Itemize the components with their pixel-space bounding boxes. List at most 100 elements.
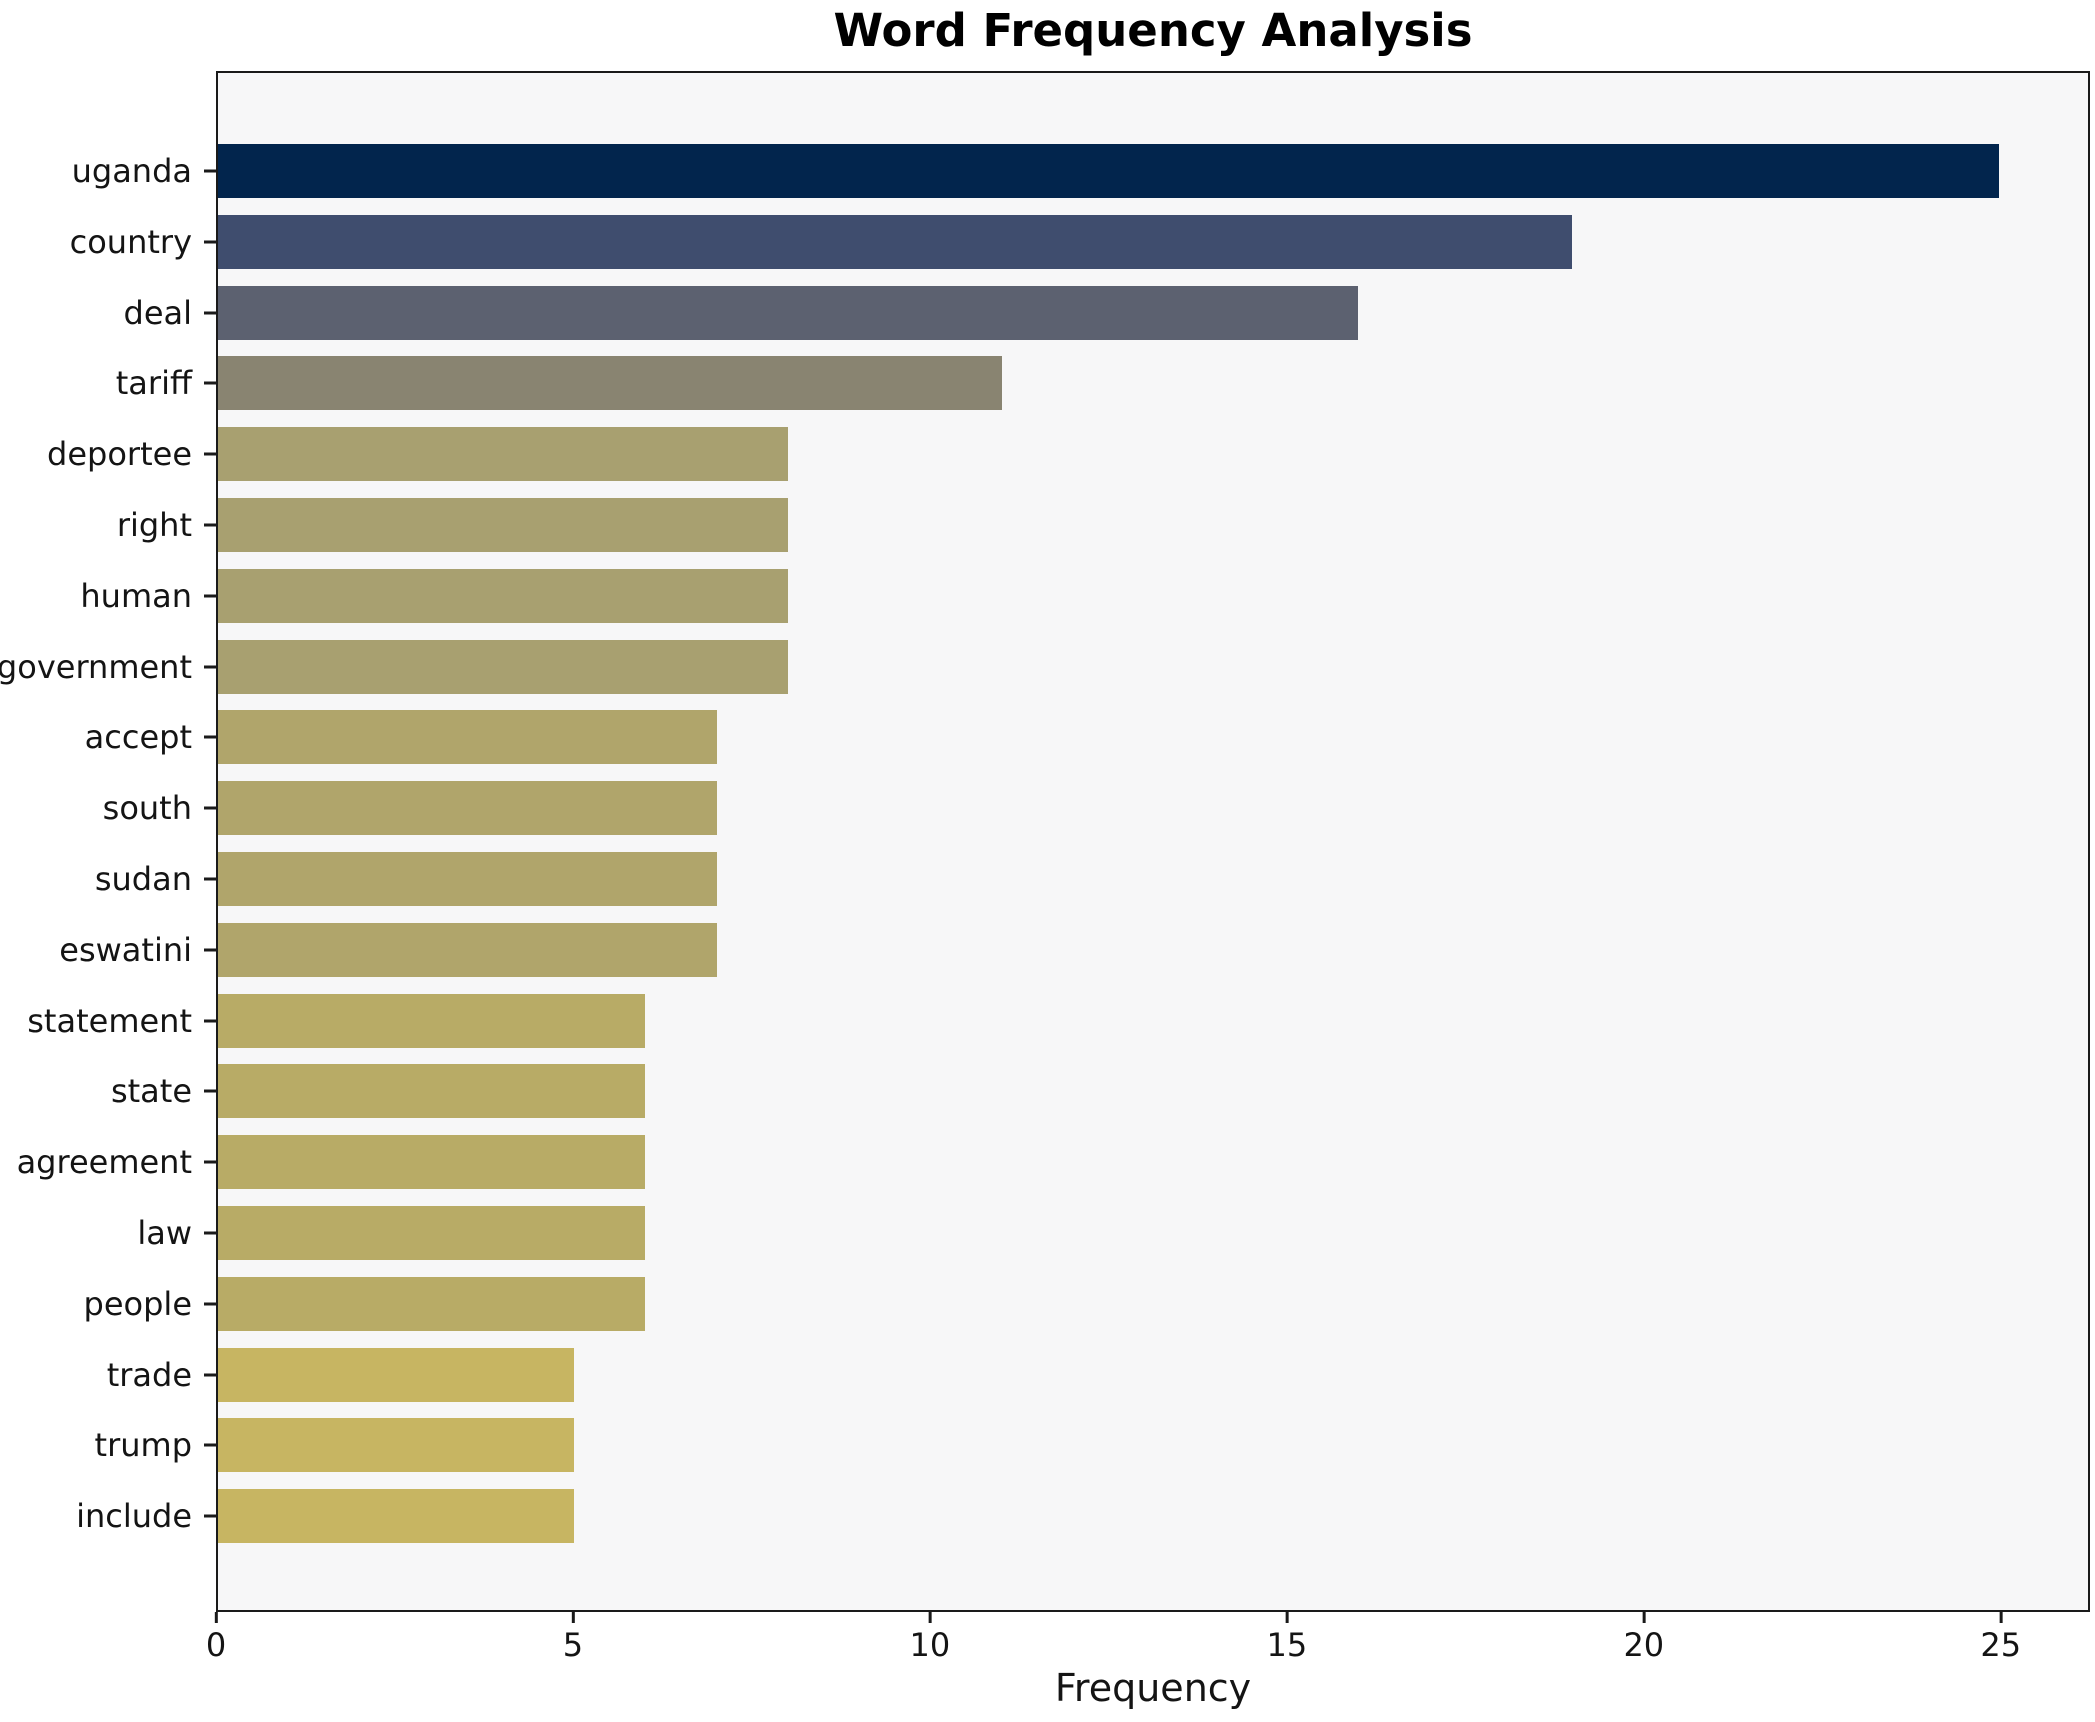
y-tick-label: deportee: [47, 435, 192, 474]
bar-eswatini: [218, 922, 717, 977]
y-tick-mark: [204, 1514, 216, 1518]
bar-include: [218, 1489, 575, 1544]
x-tick-label: 20: [1623, 1626, 1665, 1664]
y-tick-label: uganda: [71, 151, 192, 190]
bar-row: human: [80, 560, 2088, 631]
bar-accept: [218, 710, 717, 765]
x-tick: 25: [1980, 1612, 2021, 1661]
x-tick-label: 5: [562, 1626, 584, 1664]
x-tick-label: 10: [909, 1626, 951, 1664]
bar-row: accept: [85, 702, 2088, 773]
y-tick-mark: [204, 1231, 216, 1235]
bar-right: [218, 497, 788, 552]
x-tick-mark: [928, 1612, 932, 1623]
x-tick: 20: [1623, 1612, 1664, 1661]
y-tick-label: south: [102, 789, 192, 828]
chart-title: Word Frequency Analysis: [833, 4, 1473, 57]
x-tick-mark: [571, 1612, 575, 1623]
y-tick-mark: [204, 1443, 216, 1447]
bar-row: trump: [95, 1410, 2088, 1481]
x-tick-mark: [214, 1612, 218, 1623]
x-tick-label: 25: [1980, 1626, 2022, 1664]
x-tick: 10: [909, 1612, 951, 1664]
y-tick-mark: [204, 523, 216, 527]
y-tick-mark: [204, 1302, 216, 1306]
y-tick-mark: [204, 877, 216, 881]
bar-government: [218, 639, 788, 694]
bars: uganda country deal tariff deportee right huma…: [0, 73, 2088, 1610]
bar-agreement: [218, 1135, 646, 1190]
bar-row: people: [84, 1268, 2088, 1339]
bar-sudan: [218, 851, 717, 906]
y-tick-label: right: [116, 505, 192, 544]
y-tick-label: people: [83, 1284, 192, 1323]
y-tick-mark: [204, 240, 216, 244]
bar-human: [218, 568, 788, 623]
bar-row: agreement: [17, 1127, 2088, 1198]
y-tick-label: country: [69, 222, 192, 261]
y-tick-label: government: [0, 647, 192, 686]
bar-statement: [218, 993, 646, 1048]
bar-law: [218, 1205, 646, 1260]
bar-row: statement: [27, 985, 2088, 1056]
bar-row: deal: [124, 277, 2088, 348]
y-tick-mark: [204, 1019, 216, 1023]
x-axis-title: Frequency: [1054, 1666, 1252, 1710]
bar-state: [218, 1064, 646, 1119]
bar-trump: [218, 1418, 575, 1473]
x-tick-mark: [1999, 1612, 2003, 1623]
bar-row: trade: [107, 1339, 2088, 1410]
y-tick-label: trump: [94, 1426, 192, 1465]
bar-row: include: [76, 1481, 2088, 1552]
y-tick-label: include: [76, 1497, 192, 1536]
bar-row: uganda: [72, 136, 2088, 207]
y-tick-label: statement: [27, 1001, 192, 1040]
bar-row: tariff: [116, 348, 2088, 419]
x-tick-mark: [1642, 1612, 1646, 1623]
y-tick-mark: [204, 311, 216, 315]
bar-row: government: [0, 631, 2088, 702]
y-tick-label: accept: [84, 718, 192, 757]
x-tick: 0: [206, 1612, 226, 1661]
bar-uganda: [218, 143, 1999, 198]
bar-row: south: [103, 773, 2088, 844]
y-tick-mark: [204, 735, 216, 739]
x-tick-label: 15: [1266, 1626, 1308, 1664]
bar-row: state: [111, 1056, 2088, 1127]
bar-trade: [218, 1347, 575, 1402]
y-tick-mark: [204, 1160, 216, 1164]
bar-deal: [218, 285, 1358, 340]
y-tick-mark: [204, 1373, 216, 1377]
y-tick-label: tariff: [115, 364, 192, 403]
bar-country: [218, 214, 1572, 269]
y-tick-label: state: [110, 1072, 192, 1111]
bar-row: deportee: [47, 419, 2088, 490]
bar-row: law: [137, 1198, 2088, 1269]
x-tick: 5: [563, 1612, 583, 1661]
bar-tariff: [218, 356, 1002, 411]
bar-row: sudan: [95, 844, 2088, 915]
bar-deportee: [218, 427, 788, 482]
y-tick-label: deal: [123, 293, 193, 332]
y-tick-mark: [204, 665, 216, 669]
x-tick-label: 0: [205, 1626, 227, 1664]
y-tick-label: agreement: [16, 1143, 192, 1182]
bar-row: eswatini: [59, 914, 2088, 985]
y-tick-label: law: [137, 1213, 192, 1252]
y-tick-label: trade: [106, 1355, 192, 1394]
bar-south: [218, 781, 717, 836]
bar-people: [218, 1276, 646, 1331]
plot-area: uganda country deal tariff deportee right huma…: [0, 71, 2090, 1612]
y-tick-mark: [204, 381, 216, 385]
bar-row: right: [117, 490, 2088, 561]
y-tick-mark: [204, 948, 216, 952]
y-tick-label: eswatini: [59, 930, 192, 969]
y-tick-label: human: [80, 576, 192, 615]
x-tick: 15: [1266, 1612, 1307, 1661]
bar-row: country: [70, 206, 2088, 277]
y-tick-mark: [204, 594, 216, 598]
y-tick-label: sudan: [94, 859, 192, 898]
y-tick-mark: [204, 452, 216, 456]
y-tick-mark: [204, 806, 216, 810]
